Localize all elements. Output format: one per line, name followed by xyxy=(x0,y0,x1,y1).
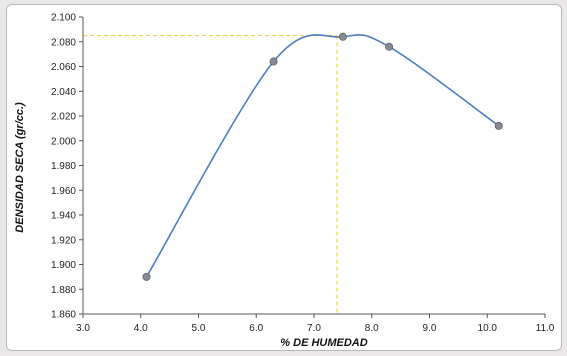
x-tick-label: 4.0 xyxy=(134,323,148,334)
y-tick-label: 2.100 xyxy=(51,13,76,24)
reference-lines xyxy=(83,34,338,314)
x-tick-label: 5.0 xyxy=(192,323,206,334)
x-axis-title: % DE HUMEDAD xyxy=(280,337,367,349)
y-tick-label: 1.920 xyxy=(51,235,76,246)
x-tick-label: 8.0 xyxy=(365,323,379,334)
y-tick-label: 1.880 xyxy=(51,285,76,296)
x-tick-label: 11.0 xyxy=(536,323,555,334)
y-tick-label: 2.060 xyxy=(51,62,76,73)
y-tick-label: 2.000 xyxy=(51,136,76,147)
y-tick-label: 2.080 xyxy=(51,37,76,48)
data-point xyxy=(269,57,278,66)
x-tick-label: 7.0 xyxy=(307,323,321,334)
chart-frame: DENSIDAD SECA (gr/cc.) 3.0 4.0 5.0 6.0 7.0 8.… xyxy=(6,4,562,351)
compaction-chart: DENSIDAD SECA (gr/cc.) 3.0 4.0 5.0 6.0 7.0 8.… xyxy=(14,13,555,350)
y-tick-label: 1.980 xyxy=(51,161,76,172)
x-tick-label: 9.0 xyxy=(423,323,437,334)
data-point xyxy=(142,272,151,281)
x-tick-label: 6.0 xyxy=(249,323,263,334)
y-tick-label: 1.860 xyxy=(51,310,76,321)
points-layer xyxy=(142,32,503,281)
curve-layer xyxy=(145,34,500,278)
data-point xyxy=(494,121,503,130)
data-point xyxy=(385,42,394,51)
data-point xyxy=(338,32,347,41)
axes-layer xyxy=(79,16,546,318)
x-tick-labels: 3.0 4.0 5.0 6.0 7.0 8.0 9.0 10.0 11.0 xyxy=(76,323,555,334)
y-axis-title-text: DENSIDAD SECA (gr/cc.) xyxy=(14,102,26,233)
x-tick-label: 10.0 xyxy=(478,323,498,334)
y-axis-title: DENSIDAD SECA (gr/cc.) xyxy=(14,102,26,233)
x-tick-label: 3.0 xyxy=(76,323,90,334)
y-tick-label: 2.040 xyxy=(51,87,76,98)
y-tick-label: 1.900 xyxy=(51,260,76,271)
y-tick-label: 1.940 xyxy=(51,211,76,222)
fitted-curve xyxy=(145,34,500,278)
y-tick-label: 1.960 xyxy=(51,186,76,197)
y-tick-label: 2.020 xyxy=(51,112,76,123)
y-tick-labels: 1.860 1.880 1.900 1.920 1.940 1.960 1.980 2.000… xyxy=(51,13,76,321)
